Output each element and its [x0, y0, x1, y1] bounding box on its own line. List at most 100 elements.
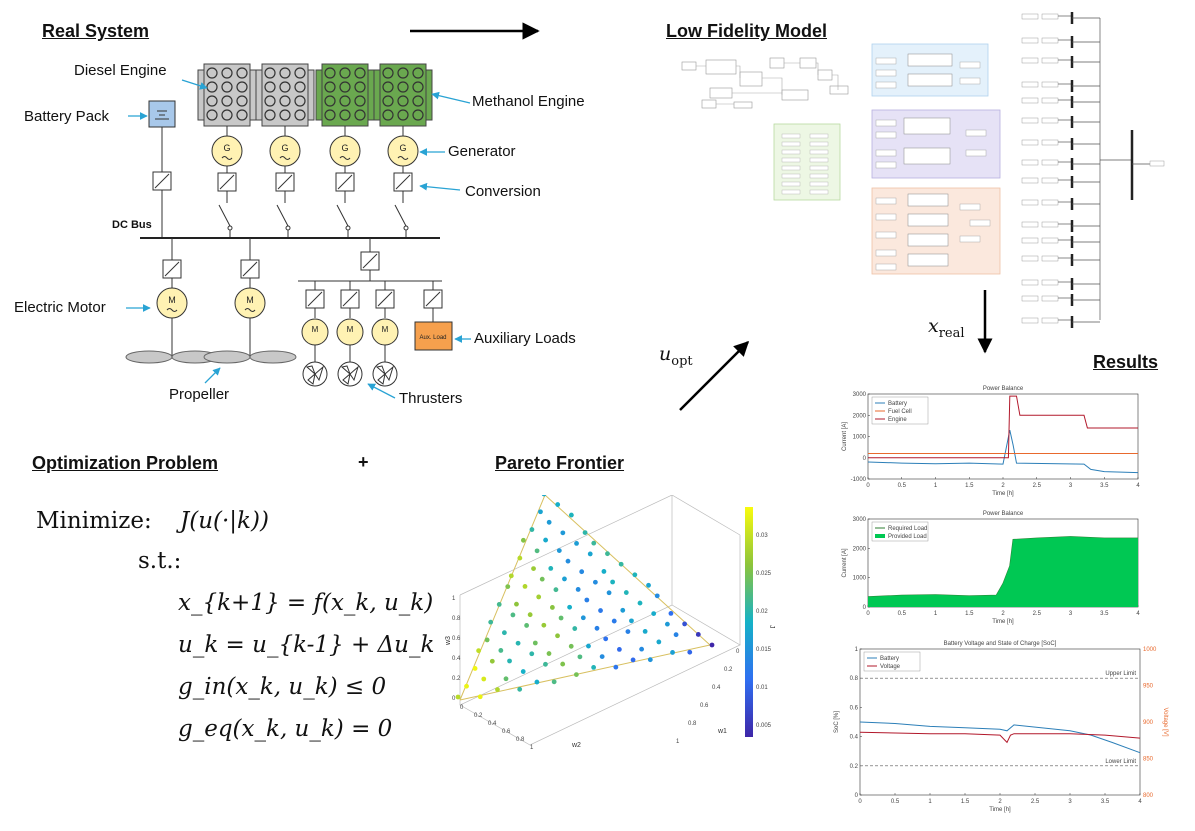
real-system-title: Real System [42, 21, 150, 41]
diesel-engine-label: Diesel Engine [74, 62, 167, 79]
pareto-point [505, 584, 511, 590]
y-tick-label: 1000 [853, 576, 867, 582]
pareto-point [476, 648, 482, 654]
w2-tick: 0.8 [516, 737, 525, 743]
y-axis-label: SoC [%] [834, 711, 840, 733]
y-axis-label: Current [A] [842, 548, 848, 577]
pareto-point [592, 579, 598, 585]
pareto-point [603, 636, 609, 642]
x-tick-label: 0.5 [898, 611, 907, 617]
series-area [868, 536, 1138, 607]
pareto-point [549, 605, 555, 610]
pareto-point [520, 537, 526, 543]
w3-tick: 0.6 [452, 636, 461, 642]
pareto-point [630, 657, 636, 663]
aux-load-box-label: Aux. Load [419, 335, 446, 341]
x-tick-label: 3.5 [1100, 611, 1109, 617]
pareto-point [618, 561, 624, 567]
colorbar-tick: 0.025 [756, 571, 772, 577]
pareto-point [503, 676, 509, 682]
plus-sign: + [358, 452, 369, 472]
motor-symbol: M [246, 295, 254, 305]
pareto-point [558, 615, 564, 621]
w1-tick: 0 [736, 649, 740, 655]
pareto-title: Pareto Frontier [495, 453, 625, 473]
w3-tick: 0.8 [452, 616, 461, 622]
x-axis-label: Time [h] [989, 807, 1011, 813]
y-tick-label: 0.8 [850, 676, 859, 682]
generator-symbol: G [341, 143, 348, 153]
pareto-point [646, 582, 651, 588]
x-tick-label: 4 [1136, 483, 1140, 489]
pareto-point [606, 590, 612, 596]
w1-tick: 0.2 [724, 667, 733, 673]
pareto-point [464, 683, 469, 689]
x-tick-label: 2 [1001, 483, 1005, 489]
w2-tick: 0.4 [488, 721, 497, 727]
pareto-point [481, 676, 487, 682]
generator-symbol: G [399, 143, 406, 153]
y-tick-label: 1000 [853, 435, 867, 441]
generator-symbol: G [281, 143, 288, 153]
pareto-point [613, 664, 619, 670]
pareto-point [546, 519, 552, 525]
pareto-point [591, 540, 597, 546]
x-tick-label: 0 [866, 483, 870, 489]
x-tick-label: 4 [1136, 611, 1140, 617]
pareto-point [510, 612, 516, 618]
pareto-point [594, 625, 600, 631]
pareto-point [610, 579, 616, 585]
w3-axis-label: w3 [445, 636, 452, 646]
x-tick-label: 0.5 [898, 483, 907, 489]
constraint-input-rate: u_k = u_{k-1} + Δu_k [178, 632, 435, 658]
pareto-point [484, 637, 490, 643]
w1-tick: 0.6 [700, 703, 709, 709]
dc-bus-label: DC Bus [112, 219, 152, 231]
pareto-point [664, 621, 670, 627]
legend-label: Required Load [888, 526, 927, 532]
y-tick-label: 2000 [853, 546, 867, 552]
pareto-point [495, 687, 500, 692]
x-tick-label: 3.5 [1100, 483, 1109, 489]
pareto-point [582, 530, 588, 536]
pareto-point [517, 686, 523, 692]
pareto-point [515, 640, 521, 646]
y-right-tick-label: 850 [1143, 757, 1154, 763]
aux-load-icon [414, 321, 453, 351]
low-fidelity-title: Low Fidelity Model [666, 21, 827, 41]
pareto-point [541, 495, 547, 497]
u-opt-label: uopt [659, 343, 693, 369]
battery-pack-icon [148, 100, 176, 128]
pareto-point [548, 565, 554, 571]
pareto-point [517, 555, 523, 561]
x-tick-label: 3 [1068, 799, 1072, 805]
pareto-point [632, 572, 638, 578]
pareto-point [616, 646, 622, 652]
pareto-point [567, 604, 573, 610]
breaker-switch-icon [218, 204, 231, 227]
x-real-arrow [977, 290, 993, 354]
pareto-point [620, 607, 626, 613]
pareto-point [529, 527, 535, 532]
x-tick-label: 3 [1069, 611, 1073, 617]
y-axis-right-label: Voltage [V] [1162, 707, 1168, 736]
pareto-point [580, 615, 586, 621]
generator-symbol: G [223, 143, 230, 153]
low-fidelity-model-diagram [681, 12, 1165, 328]
pareto-point [577, 654, 583, 660]
pareto-point [625, 629, 631, 635]
series-line [859, 731, 1141, 744]
propeller-icon [125, 350, 173, 364]
methanol-engine-icon [373, 63, 433, 127]
pareto-point [656, 639, 662, 645]
w2-axis-label: w2 [571, 742, 581, 749]
pareto-point [529, 651, 535, 657]
colorbar-label: J [768, 625, 775, 629]
chart-title: Power Balance [983, 511, 1024, 517]
colorbar-tick: 0.01 [756, 685, 768, 691]
power-balance-chart-2: Power Balance 0 0.5 1 1.5 2 2.5 3 3.5 4 3000 2000 10… [842, 511, 1140, 625]
limit-label: Lower Limit [1105, 759, 1136, 765]
pareto-point [623, 590, 629, 595]
colorbar [745, 507, 753, 737]
pareto-point [543, 537, 549, 543]
